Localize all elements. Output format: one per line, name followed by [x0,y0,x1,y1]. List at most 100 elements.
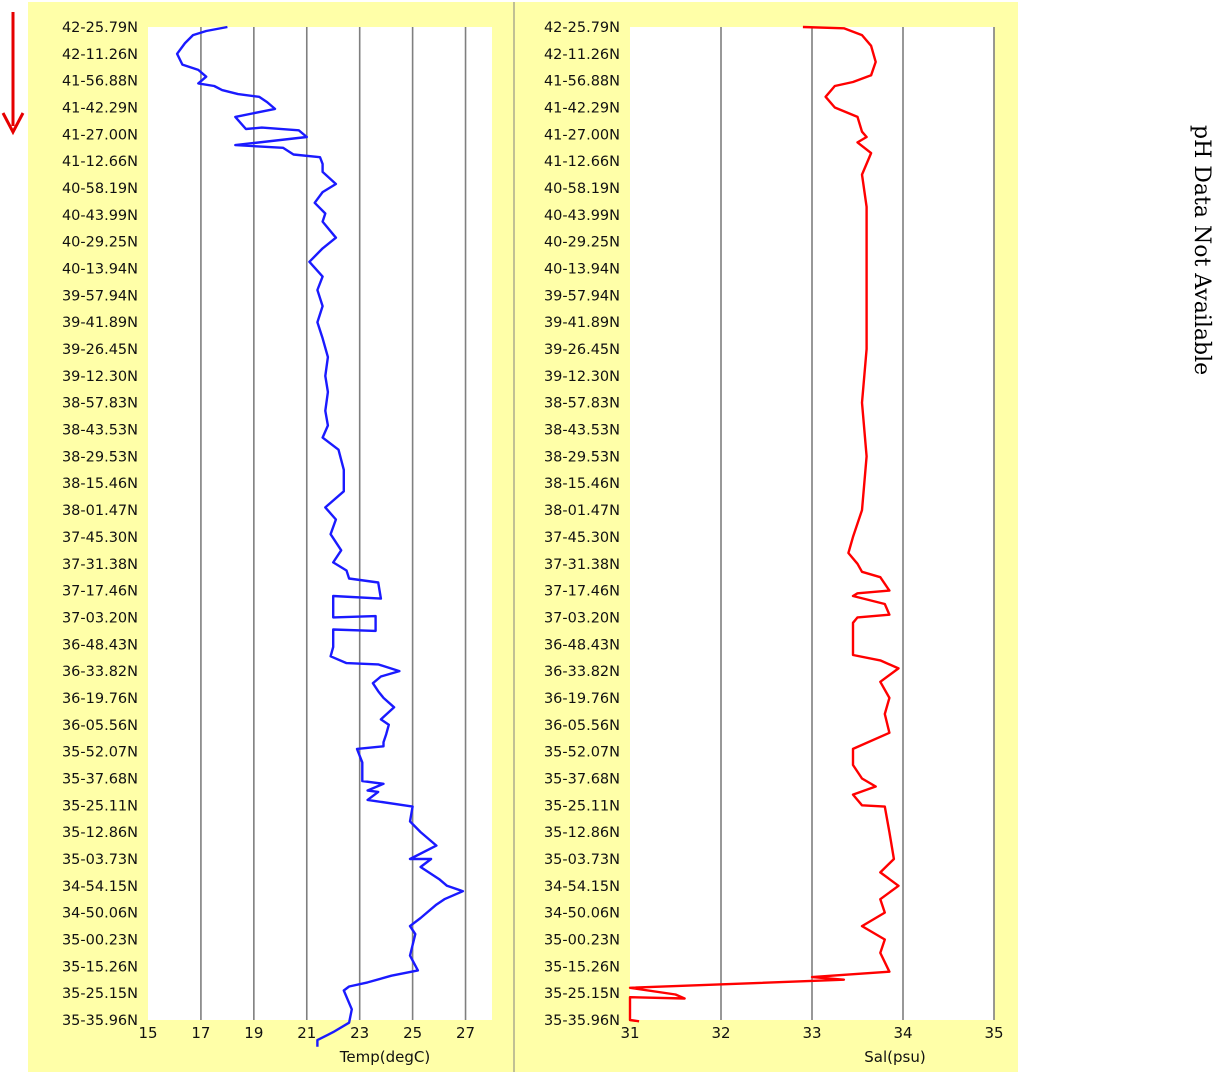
salinity-latitude-label: 35-37.68N [544,771,620,787]
temperature-latitude-labels: 42-25.79N 42-11.26N 41-56.88N 41-42.29N 41-2… [62,20,138,1029]
temperature-latitude-label: 39-26.45N [62,342,138,358]
salinity-latitude-label: 38-57.83N [544,396,620,412]
temperature-latitude-label: 38-43.53N [62,423,138,439]
temperature-axis-label: Temp(degC) [339,1048,430,1066]
temperature-latitude-label: 34-50.06N [62,906,138,922]
salinity-series-line [628,25,900,1023]
salinity-latitude-label: 37-31.38N [544,557,620,573]
salinity-latitude-label: 40-13.94N [544,262,620,278]
salinity-latitude-labels: 42-25.79N 42-11.26N 41-56.88N 41-42.29N 41-2… [544,20,620,1029]
salinity-x-ticks: 31 32 33 34 35 [620,1024,1003,1042]
salinity-latitude-label: 35-12.86N [544,825,620,841]
temperature-latitude-label: 35-15.26N [62,959,138,975]
temperature-x-ticks: 15 17 19 21 23 25 27 [138,1024,475,1042]
temperature-latitude-label: 37-45.30N [62,530,138,546]
temperature-x-tick-label: 25 [403,1024,422,1042]
salinity-latitude-label: 38-01.47N [544,503,620,519]
temperature-latitude-label: 37-03.20N [62,610,138,626]
ph-not-available-text: pH Data Not Available [1189,125,1214,375]
salinity-latitude-label: 42-25.79N [544,20,620,36]
salinity-latitude-label: 35-15.26N [544,959,620,975]
temperature-latitude-label: 42-25.79N [62,20,138,36]
temperature-x-tick-label: 17 [191,1024,210,1042]
temperature-latitude-label: 36-33.82N [62,664,138,680]
salinity-latitude-label: 34-54.15N [544,879,620,895]
salinity-latitude-label: 38-29.53N [544,449,620,465]
salinity-latitude-label: 37-03.20N [544,610,620,626]
salinity-latitude-label: 37-45.30N [544,530,620,546]
salinity-axis-label: Sal(psu) [864,1048,925,1066]
salinity-latitude-label: 39-26.45N [544,342,620,358]
salinity-latitude-label: 40-29.25N [544,235,620,251]
temperature-latitude-label: 35-00.23N [62,932,138,948]
salinity-x-tick-label: 34 [893,1024,912,1042]
salinity-latitude-label: 40-58.19N [544,181,620,197]
salinity-x-tick-label: 35 [984,1024,1003,1042]
temperature-latitude-label: 36-19.76N [62,691,138,707]
salinity-latitude-label: 35-25.15N [544,986,620,1002]
temperature-series-line [175,25,465,1047]
salinity-latitude-label: 39-12.30N [544,369,620,385]
temperature-latitude-label: 38-01.47N [62,503,138,519]
temperature-latitude-label: 39-41.89N [62,315,138,331]
salinity-latitude-label: 41-42.29N [544,101,620,117]
salinity-latitude-label: 39-57.94N [544,288,620,304]
temperature-latitude-label: 40-43.99N [62,208,138,224]
temperature-latitude-label: 35-25.15N [62,986,138,1002]
temperature-x-tick-label: 27 [456,1024,475,1042]
salinity-latitude-label: 39-41.89N [544,315,620,331]
salinity-latitude-label: 35-52.07N [544,745,620,761]
salinity-latitude-label: 36-33.82N [544,664,620,680]
temperature-plot-area [148,27,492,1020]
temperature-latitude-label: 40-29.25N [62,235,138,251]
temperature-latitude-label: 38-57.83N [62,396,138,412]
temperature-latitude-label: 38-15.46N [62,476,138,492]
temperature-latitude-label: 37-31.38N [62,557,138,573]
temperature-latitude-label: 40-58.19N [62,181,138,197]
temperature-latitude-label: 40-13.94N [62,262,138,278]
temperature-latitude-label: 35-52.07N [62,745,138,761]
temperature-latitude-label: 36-05.56N [62,718,138,734]
salinity-x-tick-label: 32 [711,1024,730,1042]
salinity-latitude-label: 35-35.96N [544,1013,620,1029]
temperature-latitude-label: 35-25.11N [62,798,138,814]
salinity-latitude-label: 36-05.56N [544,718,620,734]
temperature-latitude-label: 41-56.88N [62,74,138,90]
salinity-latitude-label: 41-56.88N [544,74,620,90]
temperature-x-tick-label: 23 [350,1024,369,1042]
temperature-x-tick-label: 15 [138,1024,157,1042]
temperature-latitude-label: 36-48.43N [62,637,138,653]
salinity-latitude-label: 35-03.73N [544,852,620,868]
temperature-latitude-label: 34-54.15N [62,879,138,895]
salinity-latitude-label: 41-27.00N [544,127,620,143]
temperature-latitude-label: 35-35.96N [62,1013,138,1029]
salinity-latitude-label: 41-12.66N [544,154,620,170]
temperature-latitude-label: 42-11.26N [62,47,138,63]
salinity-latitude-label: 40-43.99N [544,208,620,224]
salinity-latitude-label: 42-11.26N [544,47,620,63]
temperature-latitude-label: 41-42.29N [62,101,138,117]
temperature-latitude-label: 38-29.53N [62,449,138,465]
salinity-x-tick-label: 33 [802,1024,821,1042]
salinity-latitude-label: 38-15.46N [544,476,620,492]
temperature-latitude-label: 41-27.00N [62,127,138,143]
temperature-latitude-label: 39-12.30N [62,369,138,385]
temperature-latitude-label: 37-17.46N [62,584,138,600]
salinity-latitude-label: 34-50.06N [544,906,620,922]
temperature-latitude-label: 41-12.66N [62,154,138,170]
temperature-x-tick-label: 19 [244,1024,263,1042]
temperature-x-tick-label: 21 [297,1024,316,1042]
salinity-latitude-label: 37-17.46N [544,584,620,600]
temperature-latitude-label: 35-37.68N [62,771,138,787]
salinity-gridlines [720,27,995,1020]
temperature-latitude-label: 35-12.86N [62,825,138,841]
temperature-gridlines [200,27,467,1020]
salinity-latitude-label: 38-43.53N [544,423,620,439]
salinity-latitude-label: 35-00.23N [544,932,620,948]
salinity-latitude-label: 35-25.11N [544,798,620,814]
down-arrow-icon [1,12,25,136]
temperature-latitude-label: 39-57.94N [62,288,138,304]
salinity-x-tick-label: 31 [620,1024,639,1042]
salinity-latitude-label: 36-19.76N [544,691,620,707]
